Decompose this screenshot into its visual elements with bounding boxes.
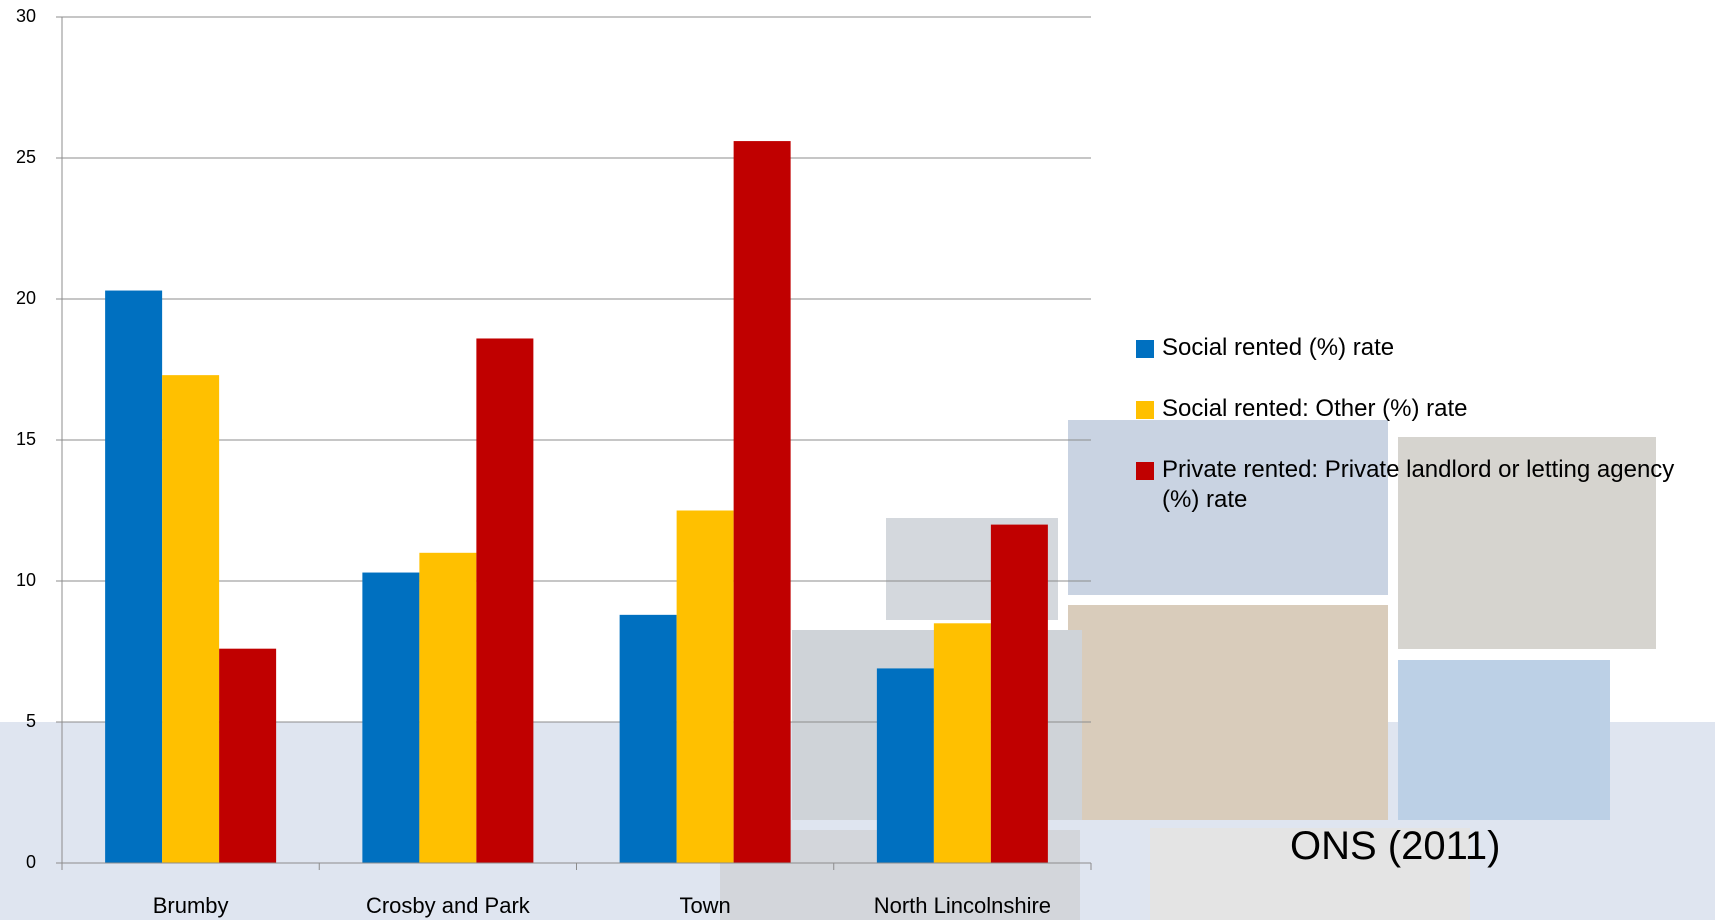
x-tick-label: North Lincolnshire	[874, 893, 1051, 918]
y-tick-label: 20	[16, 288, 36, 308]
bar	[162, 375, 220, 863]
bar	[733, 141, 791, 863]
y-tick-label: 15	[16, 429, 36, 449]
y-tick-label: 5	[26, 711, 36, 731]
background-photos	[0, 420, 1715, 920]
legend-item: Private rented: Private landlord or lett…	[1136, 455, 1706, 515]
bar	[476, 338, 534, 864]
bar	[105, 290, 163, 863]
y-tick-label: 10	[16, 570, 36, 590]
y-tick-label: 25	[16, 147, 36, 167]
annotation: ONS (2011)	[1290, 824, 1501, 868]
legend-swatch	[1136, 401, 1154, 419]
x-tick-label: Town	[679, 893, 730, 918]
y-tick-label: 30	[16, 6, 36, 26]
legend-label: Private rented: Private landlord or lett…	[1162, 456, 1675, 513]
bar	[219, 648, 277, 863]
legend: Social rented (%) rate Social rented: Oth…	[1136, 333, 1706, 546]
legend-label: Social rented: Other (%) rate	[1162, 395, 1468, 422]
legend-item: Social rented (%) rate	[1136, 333, 1706, 363]
legend-label: Social rented (%) rate	[1162, 334, 1395, 361]
bar	[619, 614, 677, 863]
legend-swatch	[1136, 462, 1154, 480]
bar	[876, 668, 934, 863]
bar	[362, 572, 420, 863]
bar	[933, 623, 991, 863]
legend-swatch	[1136, 340, 1154, 358]
y-tick-label: 0	[26, 852, 36, 872]
legend-item: Social rented: Other (%) rate	[1136, 394, 1706, 424]
bar	[676, 510, 734, 863]
bar	[419, 552, 477, 863]
x-tick-label: Crosby and Park	[366, 893, 531, 918]
x-tick-label: Brumby	[153, 893, 229, 918]
bar	[990, 524, 1048, 863]
